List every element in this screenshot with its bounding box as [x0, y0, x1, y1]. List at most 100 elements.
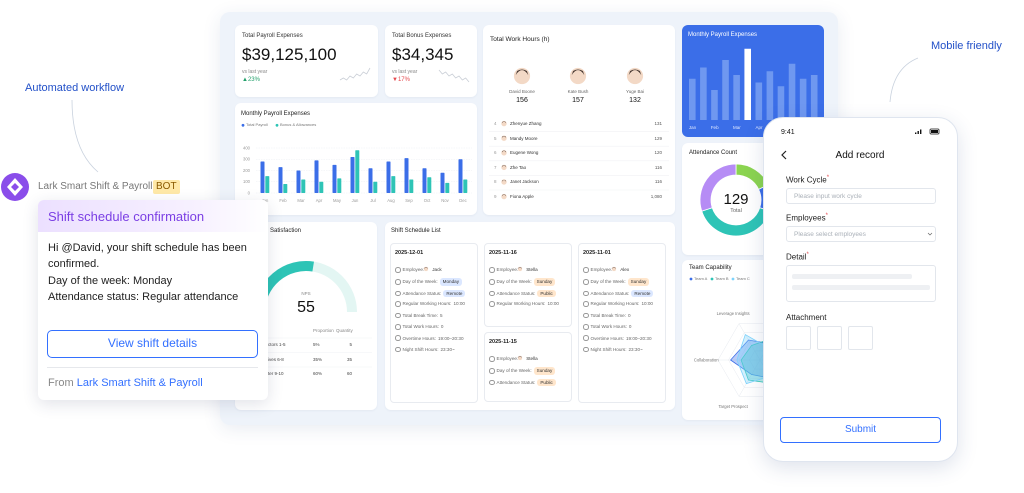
rank: 7: [494, 164, 497, 170]
field-label: Attendance Status:: [402, 290, 442, 296]
legend-label: Team C: [736, 276, 750, 281]
shift-field: Attendance Status: Public: [489, 289, 556, 298]
field-label: Regular Working Hours:: [590, 301, 640, 307]
attachment-slot[interactable]: [786, 326, 811, 350]
app-icon-bg: [1, 173, 29, 201]
field-icon: [395, 324, 401, 330]
shift-card: [390, 243, 478, 403]
field-label: Employees: [786, 213, 826, 223]
kpi-card: [385, 25, 477, 97]
battery-level: [931, 130, 938, 133]
person-hours: 132: [629, 97, 641, 104]
field-label: Regular Working Hours:: [496, 301, 546, 307]
field-icon: [583, 346, 589, 353]
divider: [47, 367, 258, 368]
person-name: David Boone: [509, 89, 535, 94]
field-tag: Sunday: [533, 278, 556, 286]
legend-swatch: [710, 277, 714, 281]
x-tick-label: Jan: [689, 125, 697, 130]
text-placeholder-bar: [792, 274, 912, 279]
shift-field: Attendance Status: Public: [489, 378, 556, 387]
field-icon: [395, 312, 401, 319]
card-title: Team Capability: [689, 265, 732, 271]
x-tick-label: May: [333, 198, 342, 203]
footer-link[interactable]: Lark Smart Shift & Payroll: [76, 377, 203, 389]
field-label: Detail: [786, 252, 807, 262]
legend-swatch: [731, 277, 735, 281]
input[interactable]: Please select employees: [786, 226, 936, 242]
field-value: 0: [628, 312, 631, 318]
y-tick-label: 300: [243, 157, 251, 162]
gauge-label: NPS: [301, 291, 311, 296]
field-value: 10:00: [641, 301, 653, 307]
kpi-value: $39,125,100: [242, 45, 337, 64]
table-header: Quantity: [336, 328, 353, 333]
person-name: Zhe Tao: [510, 164, 527, 170]
x-tick-label: Aug: [387, 198, 395, 203]
work-hours-card: [483, 25, 675, 215]
shift-date: 2025-12-01: [395, 250, 424, 256]
bar: [404, 158, 409, 193]
shift-field: Employee: Alex: [583, 267, 629, 273]
annotation: Mobile friendly: [931, 40, 1002, 52]
notification-footer: From Lark Smart Shift & Payroll: [48, 377, 203, 390]
bar: [265, 176, 270, 193]
notification-line: Attendance status: Regular attendance: [48, 290, 239, 303]
input[interactable]: Please input work cycle: [786, 188, 936, 204]
field-label: Employee:: [590, 267, 613, 273]
donut-label: Total: [730, 208, 742, 214]
shift-field: Night Shift Hours: 23:30~: [583, 346, 643, 353]
notification-title: Shift schedule confirmation: [48, 209, 205, 224]
app-icon-glyph: [7, 178, 23, 196]
bar: [711, 90, 718, 120]
kpi-change: ▲23%: [242, 77, 260, 83]
field-value: Stella: [526, 267, 538, 273]
bar: [722, 60, 729, 120]
x-tick-label: Oct: [424, 198, 431, 203]
avatar-hair: [501, 165, 507, 168]
legend-swatch: [241, 123, 245, 127]
bar: [296, 170, 301, 193]
bar: [445, 182, 450, 193]
field-icon: [395, 346, 401, 353]
bar: [755, 82, 763, 120]
rank: 4: [494, 121, 497, 126]
shift-field: Regular Working Hours: 10:00: [583, 301, 653, 307]
bar: [440, 172, 445, 193]
field-tag: Sunday: [627, 278, 650, 286]
submit-button[interactable]: Submit: [780, 417, 941, 443]
notification-header: [38, 200, 268, 232]
x-tick-label: Mar: [297, 198, 305, 203]
field-label: Employee:: [496, 267, 519, 273]
field-label: Overtime Hours:: [402, 335, 436, 341]
attachment-slot[interactable]: [817, 326, 842, 350]
sparkline-line: [438, 69, 470, 83]
person-hours: 120: [654, 150, 662, 156]
field-label: Day of the Week:: [496, 368, 532, 374]
person-hours: 157: [572, 97, 584, 104]
field-value: 23:30~: [628, 346, 643, 352]
bar: [386, 161, 391, 193]
field-label: Attendance Status:: [496, 379, 536, 385]
x-tick-label: Apr: [316, 198, 323, 203]
field-label: Attendance Status:: [590, 290, 630, 296]
field-tag: Remote: [443, 289, 466, 298]
person-hours: 116: [654, 179, 662, 185]
required-mark: *: [825, 213, 828, 219]
field-label: Attendance Status:: [496, 290, 536, 296]
field-label: Total Work Hours:: [402, 324, 439, 330]
field-icon: [395, 301, 401, 307]
view-button[interactable]: View shift details: [47, 330, 258, 358]
shift-field: Total Work Hours: 0: [395, 324, 443, 330]
bar: [799, 78, 807, 120]
textarea[interactable]: [786, 265, 936, 302]
card-title: Monthly Payroll Expenses: [688, 32, 758, 38]
schedule-card: [385, 222, 675, 410]
payroll-chart: 0100200300400JanFebMarAprMayJunJulAugSep…: [241, 123, 472, 203]
employee-avatar: [423, 266, 429, 272]
attachment-slot[interactable]: [848, 326, 873, 350]
bar: [278, 167, 283, 193]
card-title: Monthly Payroll Expenses: [241, 111, 311, 117]
rank: 5: [494, 135, 497, 141]
